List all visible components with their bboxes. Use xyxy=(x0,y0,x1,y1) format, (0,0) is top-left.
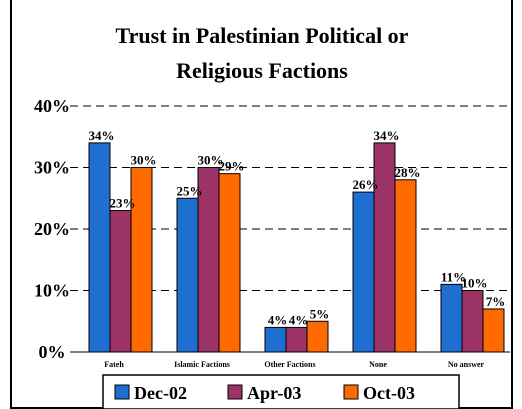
bar-dec-02 xyxy=(440,283,463,353)
data-label: 34% xyxy=(89,128,115,143)
x-tick-label: Fateh xyxy=(104,360,124,369)
y-tick-label: 40% xyxy=(34,96,70,116)
y-tick-label: 20% xyxy=(34,219,70,239)
y-tick-label: 30% xyxy=(34,158,70,178)
legend-box xyxy=(102,374,460,409)
x-tick-label: Other Factions xyxy=(264,360,315,369)
data-label: 7% xyxy=(486,294,506,309)
data-label: 11% xyxy=(441,269,466,284)
bar-dec-02 xyxy=(352,191,375,353)
bar-oct-03 xyxy=(218,173,241,353)
bar-apr-03 xyxy=(285,326,308,353)
x-tick-label: No answer xyxy=(448,360,485,369)
legend-label: Apr-03 xyxy=(247,383,301,403)
bar-oct-03 xyxy=(130,167,153,353)
data-label: 4% xyxy=(268,312,288,327)
data-label: 30% xyxy=(131,153,157,168)
y-axis-ticks: 0% 10% 20% 30% 40% xyxy=(34,96,70,362)
data-label: 5% xyxy=(310,306,330,321)
data-label: 30% xyxy=(198,153,224,168)
legend-swatch-dec-02 xyxy=(114,384,130,400)
data-label: 4% xyxy=(289,312,309,327)
bar-apr-03 xyxy=(373,142,396,353)
bar-dec-02 xyxy=(176,197,199,353)
data-label: 23% xyxy=(110,196,136,211)
data-label: 34% xyxy=(374,128,400,143)
data-label: 10% xyxy=(462,276,488,291)
bar-dec-02 xyxy=(264,326,287,353)
data-label: 25% xyxy=(177,183,203,198)
data-label: 28% xyxy=(395,165,421,180)
legend-label: Oct-03 xyxy=(363,383,415,403)
legend: Dec-02 Apr-03 Oct-03 xyxy=(102,374,460,409)
bar-oct-03 xyxy=(394,179,417,353)
bars xyxy=(88,142,505,353)
chart-title-line-1: Trust in Palestinian Political or xyxy=(116,23,409,48)
bar-oct-03 xyxy=(306,320,329,353)
data-label: 26% xyxy=(353,177,379,192)
chart-title-line-2: Religious Factions xyxy=(176,58,348,83)
legend-swatch-oct-03 xyxy=(343,384,359,400)
y-tick-label: 10% xyxy=(34,281,70,301)
x-axis-ticks: Fateh Islamic Factions Other Factions None N… xyxy=(104,360,484,369)
data-labels: 34%23%30%25%30%29%4% 4% 5%26%34%28%11%10%7… xyxy=(89,128,506,328)
bar-dec-02 xyxy=(88,142,111,353)
bar-apr-03 xyxy=(109,210,132,353)
x-tick-label: None xyxy=(369,360,387,369)
legend-label: Dec-02 xyxy=(134,383,187,403)
data-label: 29% xyxy=(219,159,245,174)
legend-swatch-apr-03 xyxy=(227,384,243,400)
y-tick-label: 0% xyxy=(39,342,66,362)
x-tick-label: Islamic Factions xyxy=(174,360,230,369)
bar-apr-03 xyxy=(461,290,484,353)
bar-oct-03 xyxy=(482,308,505,353)
